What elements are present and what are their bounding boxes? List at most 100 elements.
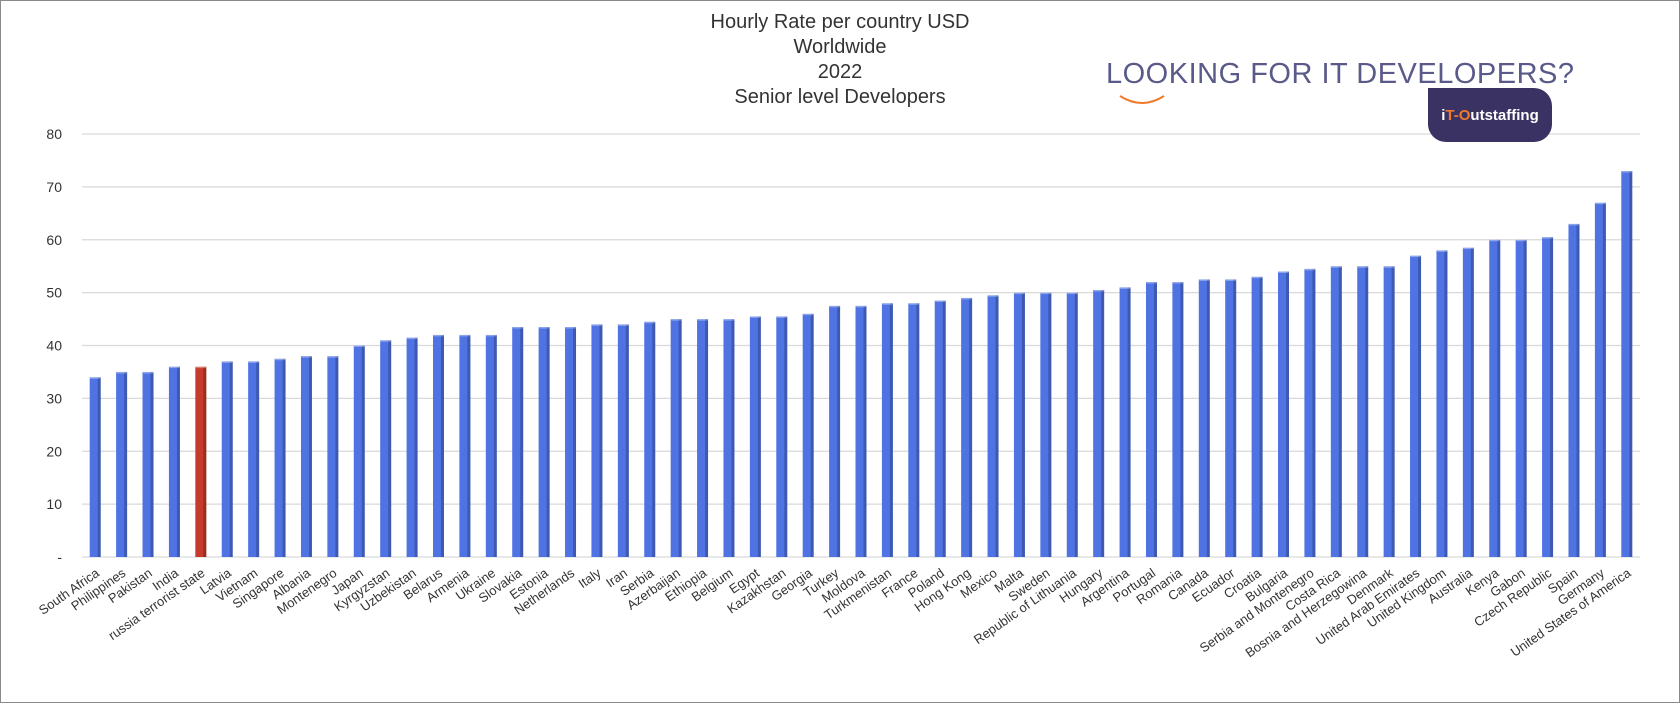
bar-cap <box>987 293 999 297</box>
bar-body <box>1410 255 1422 558</box>
bar <box>327 354 339 557</box>
bar <box>829 304 841 557</box>
x-axis-ticks: South AfricaPhilippinesPakistanIndiaruss… <box>36 565 1634 661</box>
bar <box>432 333 444 557</box>
bar-shade <box>282 358 286 557</box>
bar <box>274 357 286 557</box>
bar-body <box>327 356 339 557</box>
bar-shade <box>1021 292 1025 557</box>
bar-cap <box>195 365 207 369</box>
bar-shade <box>1127 287 1131 557</box>
bar-shade <box>837 305 841 557</box>
bar <box>776 314 788 557</box>
bar-shade <box>942 300 946 557</box>
bar-cap <box>1489 238 1501 242</box>
it-outstaffing-logo[interactable]: iT-O utstaffing <box>1428 88 1552 142</box>
bar <box>221 359 233 557</box>
bar <box>406 336 418 557</box>
bar-cap <box>1542 235 1554 239</box>
bar-body <box>802 313 814 557</box>
bar <box>1357 264 1369 557</box>
bar-body <box>961 297 973 557</box>
bar-cap <box>1462 246 1474 250</box>
bar-shade <box>520 326 524 557</box>
bar <box>881 301 893 557</box>
bar-shade <box>1259 276 1263 557</box>
bar-cap <box>327 354 339 358</box>
bar-shade <box>308 356 312 557</box>
x-tick-label: Italy <box>576 565 605 591</box>
bar-shade <box>493 334 497 557</box>
bar <box>987 293 999 557</box>
bar-shade <box>1576 223 1580 557</box>
bar-cap <box>1093 288 1105 292</box>
bar-body <box>1119 287 1131 557</box>
y-tick-label: 20 <box>46 443 62 459</box>
bar-body <box>1330 266 1342 557</box>
promo-banner[interactable]: LOOKING FOR IT DEVELOPERS? iT-O utstaffin… <box>1100 58 1574 148</box>
bar-cap <box>1119 285 1131 289</box>
bar <box>538 325 550 557</box>
bar-shade <box>1418 255 1422 558</box>
chart-subtitle-region: Worldwide <box>793 36 887 58</box>
y-tick-label: 80 <box>46 126 62 142</box>
bar-body <box>353 345 365 557</box>
bar-body <box>1304 268 1316 557</box>
bar-body <box>168 366 180 557</box>
bar <box>908 301 920 557</box>
bar-cap <box>1013 291 1025 295</box>
bar-shade <box>757 316 761 557</box>
bar-shade <box>889 303 893 557</box>
bar-shade <box>1365 266 1369 557</box>
bar-shade <box>1312 268 1316 557</box>
bar-shade <box>335 356 339 557</box>
bar-body <box>459 334 471 557</box>
bar-body <box>908 303 920 557</box>
bar <box>485 333 497 557</box>
bars <box>89 169 1633 558</box>
bar-shade <box>1048 292 1052 557</box>
bar <box>116 370 128 557</box>
bar-cap <box>776 314 788 318</box>
bar <box>934 299 946 557</box>
bar-body <box>1198 279 1210 557</box>
bar-body <box>300 356 312 557</box>
bar <box>1013 291 1025 557</box>
bar-body <box>1093 289 1105 557</box>
bar <box>855 304 867 557</box>
bar-body <box>670 319 682 557</box>
bar <box>1119 285 1131 557</box>
bar-cap <box>406 336 418 340</box>
bar-body <box>644 321 656 557</box>
bar <box>142 370 154 557</box>
bar-body <box>248 361 260 557</box>
bar-body <box>1489 239 1501 557</box>
bar-cap <box>380 338 392 342</box>
bar <box>248 359 260 557</box>
y-axis-ticks: - 10 20 30 40 50 60 70 80 <box>46 126 62 565</box>
bar-body <box>565 326 577 557</box>
bar-shade <box>124 371 128 557</box>
bar <box>591 322 603 557</box>
bar <box>802 312 814 557</box>
bar-shade <box>995 295 999 557</box>
bar-body <box>881 303 893 557</box>
y-tick-label: 10 <box>46 496 62 512</box>
bar-body <box>1621 171 1633 557</box>
bar <box>89 375 101 557</box>
bar-shade <box>1391 266 1395 557</box>
bar <box>1489 238 1501 557</box>
bar <box>512 325 524 557</box>
bar-cap <box>1410 254 1422 258</box>
bar-cap <box>1145 280 1157 284</box>
chart-title: Hourly Rate per country USD <box>710 11 970 33</box>
bar <box>1172 280 1184 557</box>
bar-cap <box>1330 264 1342 268</box>
bar-shade <box>810 313 814 557</box>
y-tick-label: - <box>57 549 62 565</box>
bar-body <box>1066 292 1078 557</box>
bar-body <box>1594 202 1606 558</box>
bar <box>670 317 682 557</box>
bar-cap <box>855 304 867 308</box>
bar-body <box>432 334 444 557</box>
